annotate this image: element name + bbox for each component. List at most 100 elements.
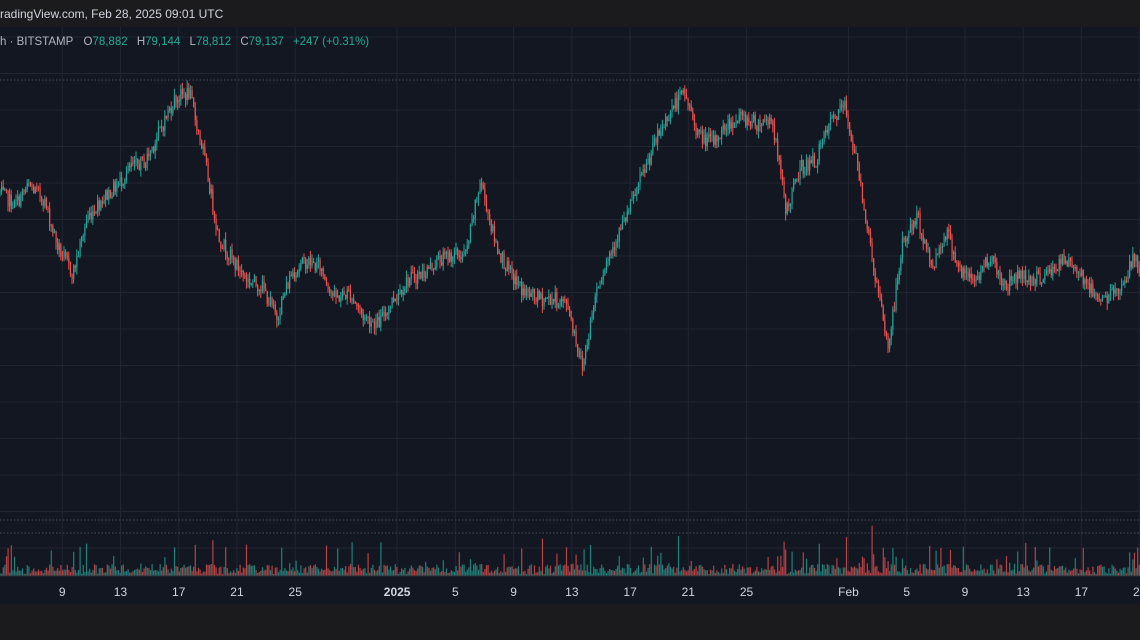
- volume-bar: [170, 568, 172, 576]
- candle-up: [794, 179, 796, 183]
- volume-bar: [1082, 548, 1084, 576]
- candle-down: [709, 134, 712, 137]
- volume-bar: [370, 567, 372, 576]
- volume-bar: [345, 565, 347, 576]
- volume-bar: [845, 537, 848, 576]
- time-axis-label: 21: [682, 585, 696, 599]
- candle-down: [137, 158, 139, 164]
- candle-up: [495, 241, 497, 243]
- candle-up: [1127, 276, 1129, 283]
- volume-bar: [1090, 573, 1092, 576]
- candle-down: [36, 187, 38, 189]
- candle-up: [935, 253, 937, 269]
- candle-up: [743, 114, 745, 116]
- candle-down: [353, 299, 355, 302]
- candle-up: [21, 190, 24, 195]
- volume-bar: [698, 565, 700, 576]
- volume-bar: [337, 548, 339, 576]
- volume-bar: [743, 568, 745, 576]
- candle-down: [1071, 261, 1073, 268]
- time-axis-label: 9: [962, 585, 969, 599]
- volume-bar: [762, 570, 764, 576]
- candle-up: [479, 183, 481, 194]
- volume-bar: [309, 565, 312, 576]
- candle-up: [601, 279, 603, 285]
- candle-down: [338, 295, 340, 302]
- candle-up: [437, 255, 440, 258]
- volume-bar: [548, 568, 550, 576]
- volume-bar: [308, 566, 310, 576]
- candle-down: [1130, 261, 1132, 268]
- candle-up: [156, 136, 158, 144]
- candle-up: [321, 268, 323, 272]
- volume-bar: [1036, 560, 1038, 576]
- volume-bar: [933, 570, 936, 576]
- volume-bar: [205, 564, 208, 576]
- volume-bar: [26, 565, 28, 576]
- volume-bar: [511, 566, 513, 576]
- candle-up: [761, 125, 763, 127]
- candle-up: [180, 89, 182, 101]
- volume-bar: [146, 567, 148, 576]
- volume-bar: [41, 570, 43, 576]
- candle-down: [357, 305, 360, 308]
- volume-bar: [929, 545, 931, 576]
- candle-up: [25, 189, 27, 192]
- candle-down: [369, 317, 371, 327]
- candle-up: [596, 287, 598, 297]
- volume-bar: [841, 573, 843, 576]
- volume-bar: [241, 572, 243, 576]
- candle-up: [629, 199, 632, 211]
- volume-bar: [79, 546, 81, 576]
- candle-up: [253, 276, 256, 283]
- candle-down: [834, 117, 836, 118]
- volume-bar: [636, 568, 638, 576]
- volume-bar: [802, 552, 804, 576]
- volume-bar: [829, 573, 832, 576]
- volume-bar: [1085, 570, 1088, 576]
- candle-up: [916, 212, 918, 225]
- candle-up: [124, 179, 126, 185]
- volume-bar: [116, 570, 118, 576]
- volume-bar: [201, 573, 203, 576]
- candle-up: [908, 231, 910, 238]
- volume-bar: [249, 564, 251, 576]
- time-axis-label: 9: [59, 585, 66, 599]
- candle-down: [175, 95, 177, 103]
- candle-down: [345, 294, 347, 299]
- candle-down: [204, 147, 206, 155]
- volume-bar: [417, 568, 419, 576]
- volume-bar: [292, 567, 294, 576]
- volume-bar: [999, 564, 1001, 576]
- candle-down: [500, 253, 502, 263]
- candle-down: [565, 299, 568, 305]
- volume-bar: [969, 568, 971, 576]
- volume-bar: [194, 544, 196, 576]
- volume-bar: [810, 565, 812, 576]
- volume-bar: [295, 560, 297, 576]
- volume-bar: [145, 566, 147, 576]
- candle-up: [585, 349, 587, 360]
- volume-bar: [335, 569, 337, 576]
- candle-up: [285, 283, 288, 294]
- volume-bar: [657, 555, 659, 576]
- volume-bar: [834, 568, 836, 576]
- candle-up: [113, 181, 115, 196]
- candle-down: [513, 273, 515, 285]
- candle-down: [327, 283, 329, 289]
- volume-bar: [621, 567, 624, 576]
- candle-up: [839, 104, 841, 110]
- volume-bar: [647, 567, 649, 576]
- volume-bar: [162, 567, 164, 576]
- candle-down: [393, 297, 395, 302]
- candle-down: [7, 190, 9, 207]
- candle-down: [538, 291, 540, 299]
- volume-bar: [674, 572, 676, 576]
- volume-bar: [1125, 573, 1128, 576]
- candle-up: [1065, 260, 1067, 264]
- volume-bar: [719, 573, 721, 576]
- volume-bar: [425, 561, 427, 576]
- volume-bar: [697, 571, 699, 576]
- volume-bar: [981, 570, 984, 576]
